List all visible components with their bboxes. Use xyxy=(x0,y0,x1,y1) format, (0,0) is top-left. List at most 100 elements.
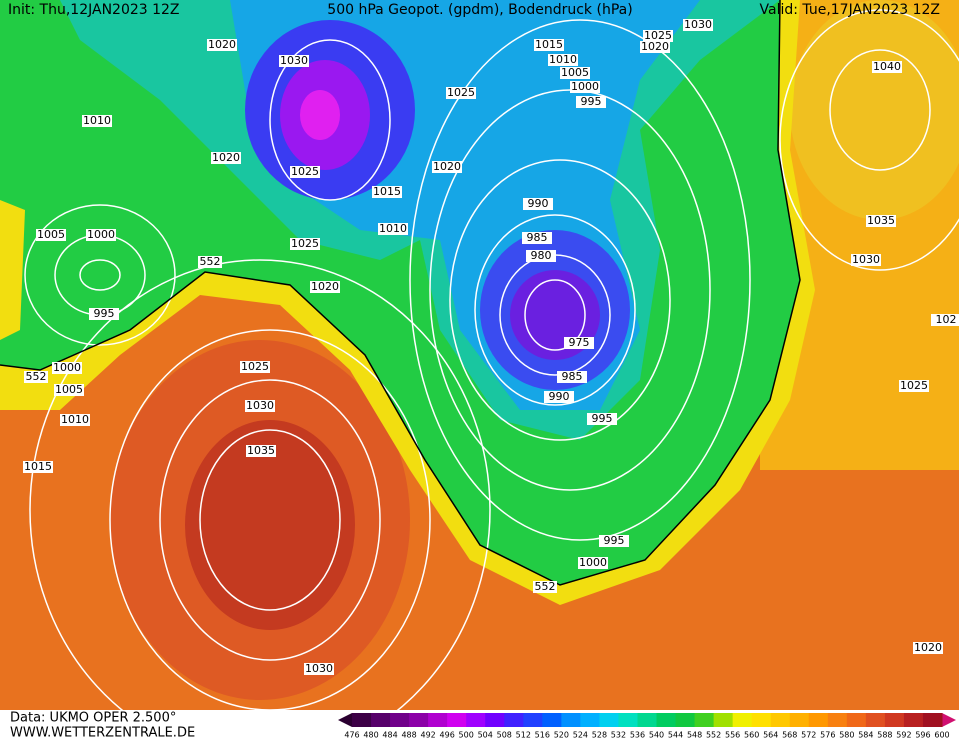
legend-level: 496 xyxy=(440,731,455,740)
legend-swatch xyxy=(808,713,829,727)
legend-level: 488 xyxy=(401,731,416,740)
legend-swatch xyxy=(523,713,543,727)
map-title: 500 hPa Geopot. (gpdm), Bodendruck (hPa) xyxy=(327,2,632,18)
legend-arrow xyxy=(338,713,352,727)
isobar-label: 975 xyxy=(569,336,590,349)
label-box xyxy=(913,642,943,654)
legend-swatch xyxy=(390,713,410,727)
isobar-label: 1010 xyxy=(549,53,577,66)
label-box xyxy=(548,54,578,66)
legend-swatch xyxy=(884,713,905,727)
label-box xyxy=(54,384,84,396)
isobar-label: 1025 xyxy=(644,29,672,42)
isobar-label: 1020 xyxy=(641,40,669,53)
label-box xyxy=(872,61,902,73)
legend-swatch xyxy=(656,713,677,727)
isobar-label: 1020 xyxy=(311,280,339,293)
label-box xyxy=(372,186,402,198)
label-box xyxy=(533,581,557,593)
website: WWW.WETTERZENTRALE.DE xyxy=(10,726,195,741)
legend-level: 532 xyxy=(611,731,626,740)
label-box xyxy=(211,152,241,164)
legend-swatch xyxy=(846,713,867,727)
label-box xyxy=(432,161,462,173)
legend-level: 600 xyxy=(934,731,949,740)
label-box xyxy=(304,663,334,675)
isobar-label: 1000 xyxy=(571,80,599,93)
legend-level: 500 xyxy=(459,731,474,740)
label-box xyxy=(544,391,574,403)
isobar-label: 1030 xyxy=(684,18,712,31)
label-box xyxy=(245,400,275,412)
label-box xyxy=(522,232,552,244)
label-box xyxy=(578,557,608,569)
legend-swatch xyxy=(485,713,505,727)
isobar-label: 1030 xyxy=(305,662,333,675)
label-box xyxy=(279,55,309,67)
label-box xyxy=(36,229,66,241)
legend-swatch xyxy=(542,713,562,727)
field-area xyxy=(790,0,959,220)
legend-level: 572 xyxy=(801,731,816,740)
legend-level: 584 xyxy=(858,731,873,740)
isobar-label: 1020 xyxy=(914,641,942,654)
legend-level: 544 xyxy=(668,731,683,740)
label-box xyxy=(526,250,556,262)
legend-swatch xyxy=(732,713,753,727)
label-box xyxy=(290,238,320,250)
isobar-label: 995 xyxy=(94,307,115,320)
legend-level: 504 xyxy=(478,731,493,740)
isobar-label: 102 xyxy=(936,313,957,326)
isobar-label: 1025 xyxy=(291,237,319,250)
label-box xyxy=(240,361,270,373)
isobar-label: 995 xyxy=(604,534,625,547)
isobar-label: 1000 xyxy=(53,361,81,374)
isobar-label: 1020 xyxy=(208,38,236,51)
legend-swatch xyxy=(827,713,848,727)
legend-level: 588 xyxy=(877,731,892,740)
legend-level: 508 xyxy=(497,731,512,740)
isobar-label: 1025 xyxy=(291,165,319,178)
isobar-label: 1005 xyxy=(561,66,589,79)
legend-swatch xyxy=(694,713,715,727)
legend-swatch xyxy=(713,713,734,727)
label-box xyxy=(851,254,881,266)
legend-swatch xyxy=(504,713,524,727)
label-box xyxy=(207,39,237,51)
legend-level: 596 xyxy=(915,731,930,740)
legend-swatch xyxy=(409,713,429,727)
isobar-label: 1030 xyxy=(852,253,880,266)
legend-level: 592 xyxy=(896,731,911,740)
legend-level: 516 xyxy=(535,731,550,740)
isobars xyxy=(24,9,959,741)
legend-arrow xyxy=(942,713,956,727)
data-source: Data: UKMO OPER 2.500° xyxy=(10,711,176,726)
isobar-label: 1030 xyxy=(280,54,308,67)
legend-swatch xyxy=(561,713,581,727)
legend-level: 480 xyxy=(363,731,378,740)
isobar-label: 1030 xyxy=(246,399,274,412)
legend-level: 484 xyxy=(382,731,397,740)
isobar-label: 1015 xyxy=(24,460,52,473)
legend-level: 540 xyxy=(649,731,664,740)
legend-level: 492 xyxy=(420,731,435,740)
geopotential-552 xyxy=(0,0,801,586)
legend-swatch xyxy=(770,713,791,727)
legend-swatch xyxy=(371,713,391,727)
label-box xyxy=(534,39,564,51)
isobar-label: 1005 xyxy=(37,228,65,241)
isobar-label: 1015 xyxy=(535,38,563,51)
legend-level: 524 xyxy=(573,731,588,740)
legend-level: 552 xyxy=(706,731,721,740)
legend-swatch xyxy=(751,713,772,727)
legend-swatch xyxy=(675,713,696,727)
legend-level: 556 xyxy=(725,731,740,740)
label-box xyxy=(587,413,617,425)
legend-swatch xyxy=(789,713,810,727)
isobar-label: 1040 xyxy=(873,60,901,73)
legend-swatch xyxy=(865,713,886,727)
isobar-label: 1020 xyxy=(212,151,240,164)
legend-swatch xyxy=(447,713,467,727)
legend-swatch xyxy=(599,713,619,727)
